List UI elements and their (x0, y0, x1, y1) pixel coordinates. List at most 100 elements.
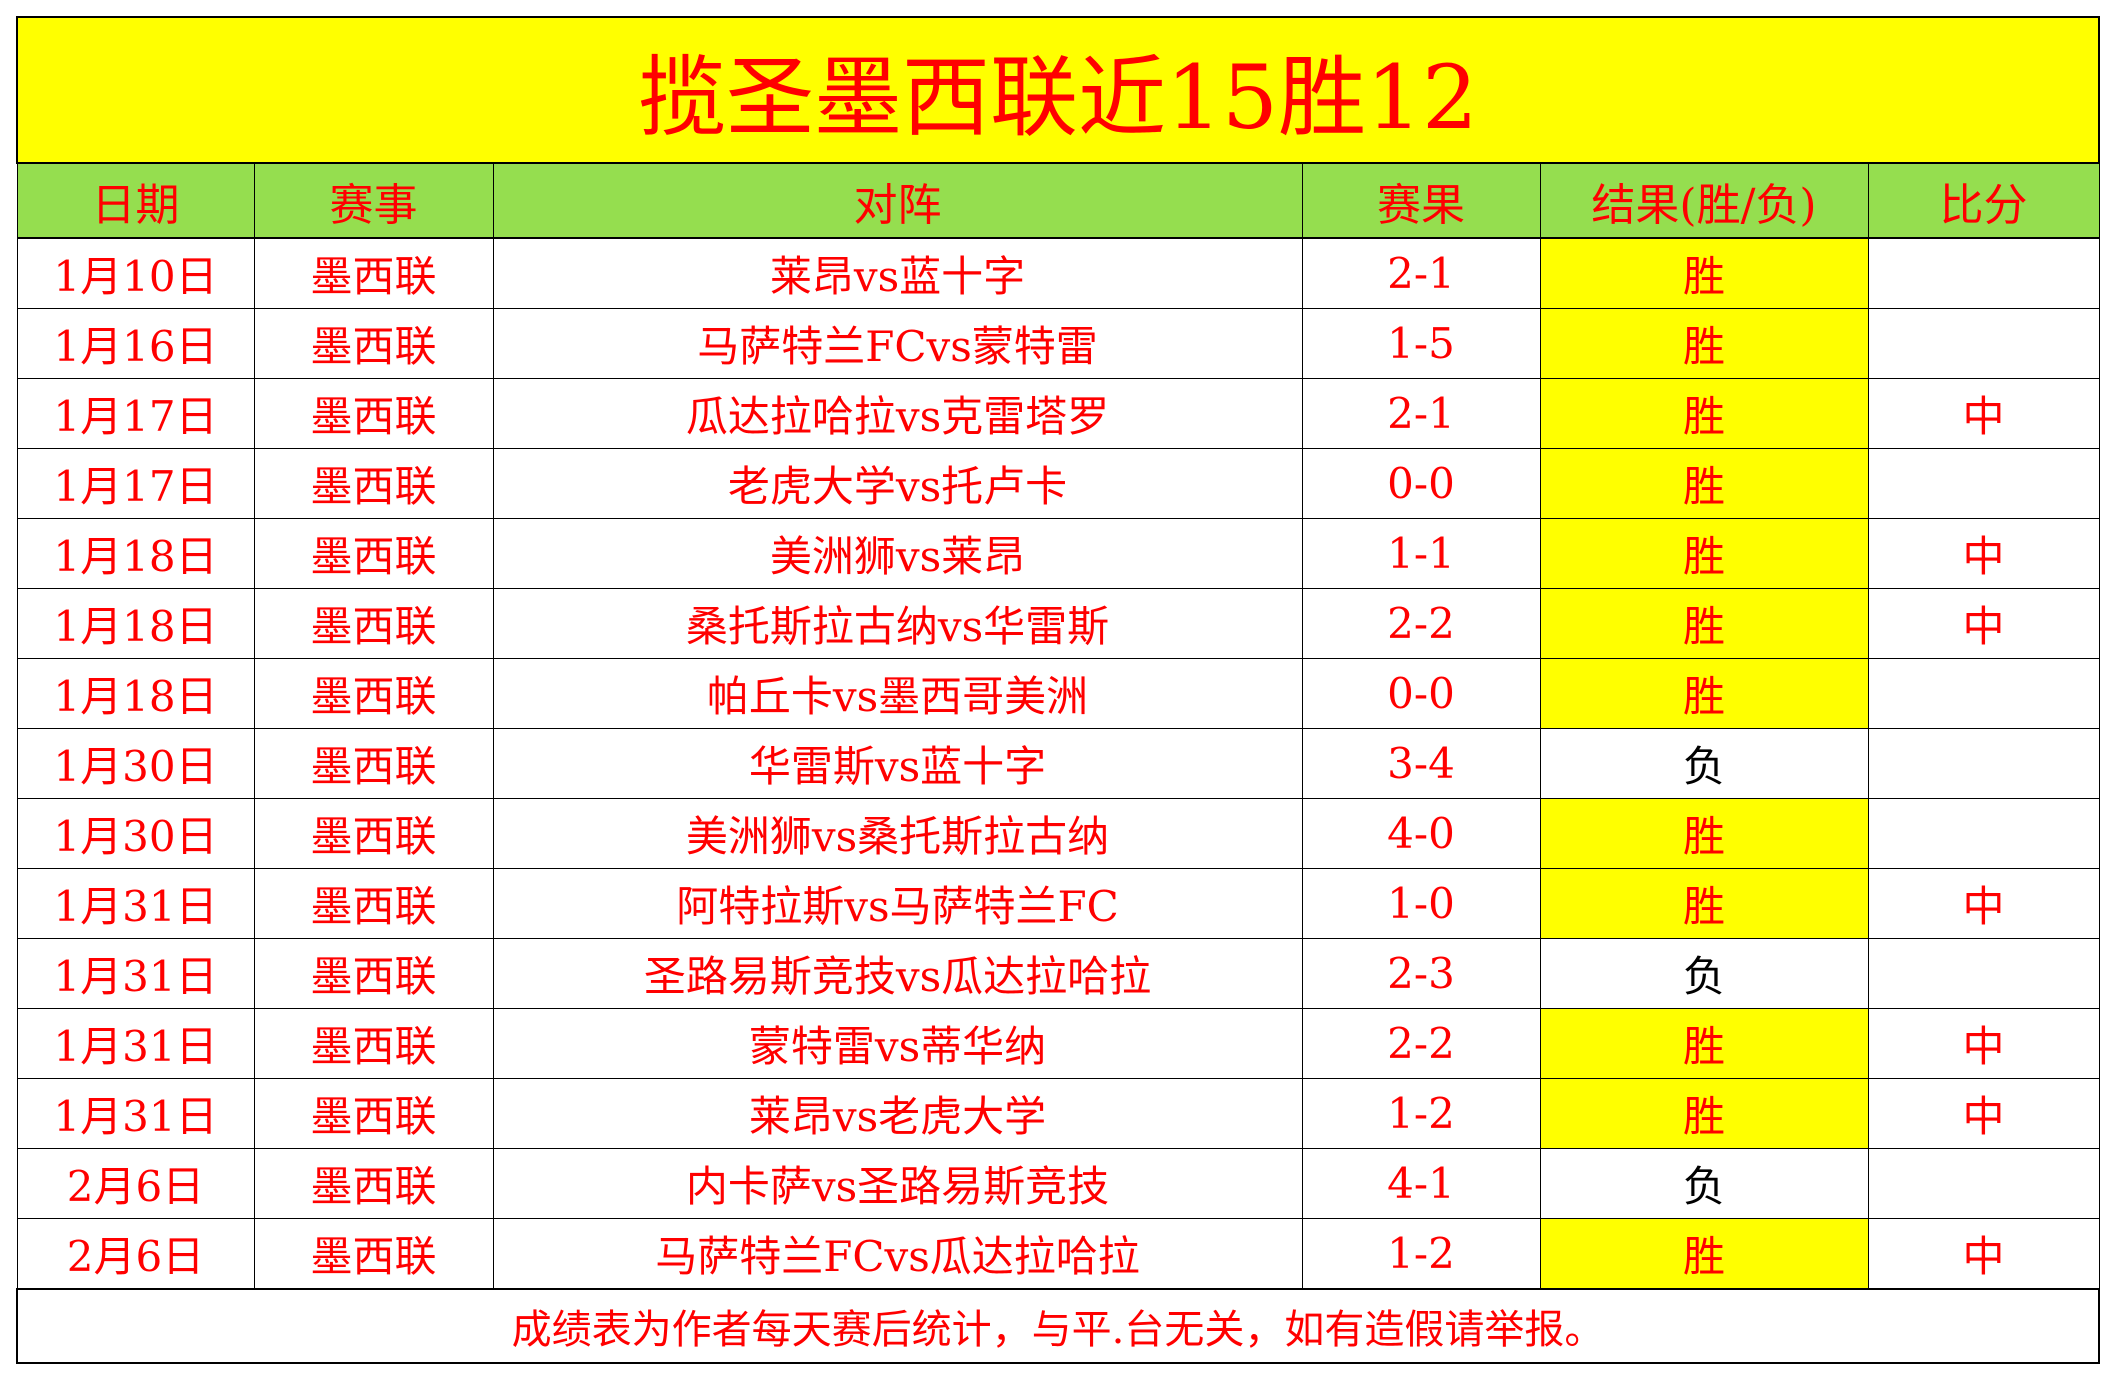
header-date: 日期 (16, 162, 255, 239)
score-cell: 2-1 (1301, 237, 1541, 309)
mark-cell (1867, 237, 2100, 309)
score-cell: 1-0 (1301, 868, 1541, 939)
league-cell: 墨西联 (253, 448, 494, 519)
league-cell: 墨西联 (253, 1008, 494, 1079)
table-row: 1月31日 墨西联 莱昂vs老虎大学 1-2 胜中 (16, 1078, 2100, 1149)
league-cell: 墨西联 (253, 728, 494, 799)
match-cell: 阿特拉斯vs马萨特兰FC (492, 868, 1303, 939)
title-row: 揽圣墨西联近15胜12 (16, 16, 2100, 164)
footer-row: 成绩表为作者每天赛后统计，与平.台无关，如有造假请举报。 (16, 1288, 2100, 1364)
match-cell: 莱昂vs老虎大学 (492, 1078, 1303, 1149)
match-cell: 帕丘卡vs墨西哥美洲 (492, 658, 1303, 729)
result-cell: 胜 (1539, 237, 1869, 309)
header-match: 对阵 (492, 162, 1303, 239)
header-row: 日期 赛事 对阵 赛果 结果(胜/负) 比分 (16, 162, 2100, 239)
date-cell: 1月31日 (16, 1008, 255, 1079)
league-cell: 墨西联 (253, 658, 494, 729)
score-cell: 4-0 (1301, 798, 1541, 869)
mark-cell (1867, 448, 2100, 519)
results-table: 揽圣墨西联近15胜12 日期 赛事 对阵 赛果 结果(胜/负) 比分 1月10日… (16, 16, 2100, 1364)
league-cell: 墨西联 (253, 518, 494, 589)
score-cell: 4-1 (1301, 1148, 1541, 1219)
result-cell: 胜 (1539, 1078, 1869, 1149)
match-cell: 马萨特兰FCvs蒙特雷 (492, 308, 1303, 379)
table-row: 1月31日 墨西联 阿特拉斯vs马萨特兰FC 1-0 胜中 (16, 868, 2100, 939)
table-row: 1月30日 墨西联 华雷斯vs蓝十字 3-4 负 (16, 728, 2100, 799)
table-row: 2月6日 墨西联 马萨特兰FCvs瓜达拉哈拉 1-2 胜中 (16, 1218, 2100, 1290)
mark-cell: 中 (1867, 868, 2100, 939)
table-row: 1月18日 墨西联 美洲狮vs莱昂 1-1 胜中 (16, 518, 2100, 589)
header-result: 结果(胜/负) (1539, 162, 1869, 239)
score-cell: 0-0 (1301, 658, 1541, 729)
match-cell: 美洲狮vs莱昂 (492, 518, 1303, 589)
match-cell: 马萨特兰FCvs瓜达拉哈拉 (492, 1218, 1303, 1290)
league-cell: 墨西联 (253, 1218, 494, 1290)
result-cell: 胜 (1539, 868, 1869, 939)
table-row: 1月30日 墨西联 美洲狮vs桑托斯拉古纳 4-0 胜 (16, 798, 2100, 869)
result-cell: 胜 (1539, 658, 1869, 729)
table-row: 1月17日 墨西联 瓜达拉哈拉vs克雷塔罗 2-1 胜中 (16, 378, 2100, 449)
mark-cell (1867, 308, 2100, 379)
result-cell: 胜 (1539, 378, 1869, 449)
match-cell: 圣路易斯竞技vs瓜达拉哈拉 (492, 938, 1303, 1009)
date-cell: 1月31日 (16, 938, 255, 1009)
table-row: 1月18日 墨西联 桑托斯拉古纳vs华雷斯 2-2 胜中 (16, 588, 2100, 659)
match-cell: 蒙特雷vs蒂华纳 (492, 1008, 1303, 1079)
match-cell: 莱昂vs蓝十字 (492, 237, 1303, 309)
date-cell: 1月10日 (16, 237, 255, 309)
score-cell: 2-3 (1301, 938, 1541, 1009)
league-cell: 墨西联 (253, 308, 494, 379)
match-cell: 华雷斯vs蓝十字 (492, 728, 1303, 799)
score-cell: 1-2 (1301, 1218, 1541, 1290)
mark-cell (1867, 798, 2100, 869)
league-cell: 墨西联 (253, 938, 494, 1009)
mark-cell: 中 (1867, 1078, 2100, 1149)
table-row: 1月10日 墨西联 莱昂vs蓝十字 2-1 胜 (16, 237, 2100, 309)
league-cell: 墨西联 (253, 798, 494, 869)
match-cell: 老虎大学vs托卢卡 (492, 448, 1303, 519)
result-cell: 负 (1539, 938, 1869, 1009)
result-cell: 胜 (1539, 308, 1869, 379)
date-cell: 1月18日 (16, 658, 255, 729)
result-cell: 胜 (1539, 1008, 1869, 1079)
header-league: 赛事 (253, 162, 494, 239)
mark-cell (1867, 728, 2100, 799)
table-row: 2月6日 墨西联 内卡萨vs圣路易斯竞技 4-1 负 (16, 1148, 2100, 1219)
table-row: 1月16日 墨西联 马萨特兰FCvs蒙特雷 1-5 胜 (16, 308, 2100, 379)
footer-note: 成绩表为作者每天赛后统计，与平.台无关，如有造假请举报。 (16, 1288, 2100, 1364)
mark-cell: 中 (1867, 1008, 2100, 1079)
result-cell: 负 (1539, 1148, 1869, 1219)
date-cell: 1月17日 (16, 448, 255, 519)
score-cell: 1-2 (1301, 1078, 1541, 1149)
league-cell: 墨西联 (253, 1148, 494, 1219)
mark-cell (1867, 1148, 2100, 1219)
result-cell: 胜 (1539, 588, 1869, 659)
header-mark: 比分 (1867, 162, 2100, 239)
score-cell: 0-0 (1301, 448, 1541, 519)
date-cell: 1月17日 (16, 378, 255, 449)
league-cell: 墨西联 (253, 237, 494, 309)
match-cell: 桑托斯拉古纳vs华雷斯 (492, 588, 1303, 659)
match-cell: 美洲狮vs桑托斯拉古纳 (492, 798, 1303, 869)
score-cell: 2-1 (1301, 378, 1541, 449)
date-cell: 1月16日 (16, 308, 255, 379)
date-cell: 1月30日 (16, 798, 255, 869)
header-score: 赛果 (1301, 162, 1541, 239)
score-cell: 1-1 (1301, 518, 1541, 589)
mark-cell: 中 (1867, 518, 2100, 589)
mark-cell: 中 (1867, 1218, 2100, 1290)
date-cell: 1月30日 (16, 728, 255, 799)
date-cell: 1月18日 (16, 518, 255, 589)
table-row: 1月17日 墨西联 老虎大学vs托卢卡 0-0 胜 (16, 448, 2100, 519)
result-cell: 胜 (1539, 518, 1869, 589)
date-cell: 2月6日 (16, 1218, 255, 1290)
date-cell: 1月18日 (16, 588, 255, 659)
table-row: 1月18日 墨西联 帕丘卡vs墨西哥美洲 0-0 胜 (16, 658, 2100, 729)
match-cell: 瓜达拉哈拉vs克雷塔罗 (492, 378, 1303, 449)
score-cell: 2-2 (1301, 1008, 1541, 1079)
mark-cell: 中 (1867, 378, 2100, 449)
result-cell: 胜 (1539, 798, 1869, 869)
match-cell: 内卡萨vs圣路易斯竞技 (492, 1148, 1303, 1219)
score-cell: 3-4 (1301, 728, 1541, 799)
date-cell: 2月6日 (16, 1148, 255, 1219)
